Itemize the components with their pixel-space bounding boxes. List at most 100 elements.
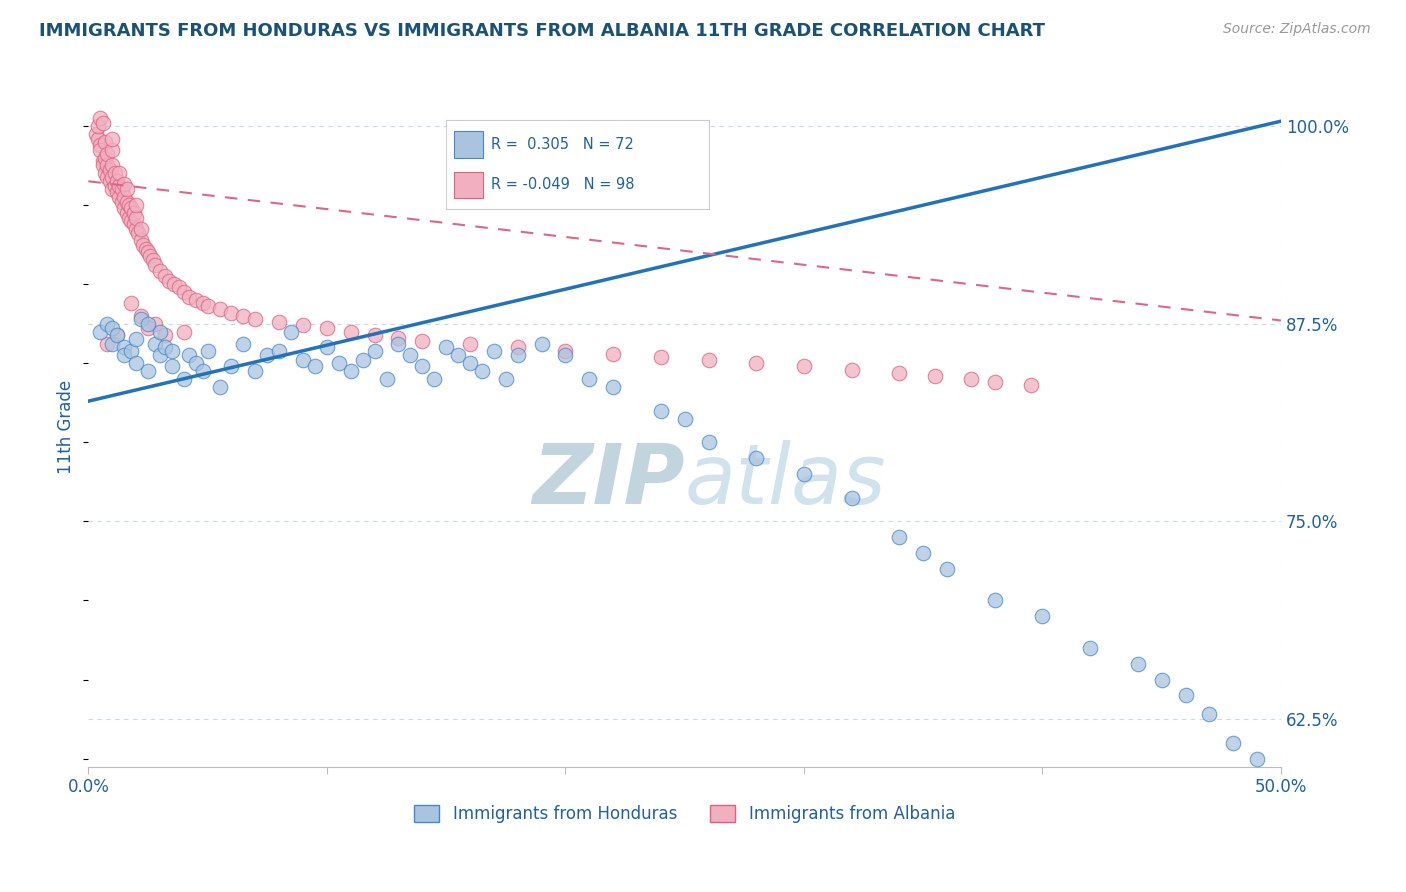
Point: [96, 158, 118, 172]
Point: [458, 356, 481, 370]
Point: [184, 293, 207, 307]
Point: [91, 153, 114, 168]
Point: [1198, 707, 1220, 722]
Point: [101, 131, 124, 145]
Point: [399, 348, 422, 362]
Point: [129, 312, 152, 326]
Point: [125, 198, 148, 212]
Point: [506, 348, 529, 362]
Point: [650, 403, 672, 417]
Point: [125, 356, 148, 370]
Point: [793, 467, 815, 481]
Point: [115, 182, 138, 196]
Point: [101, 169, 124, 184]
Point: [578, 372, 600, 386]
Point: [139, 249, 162, 263]
Point: [111, 194, 134, 209]
Point: [256, 348, 278, 362]
Point: [105, 327, 128, 342]
Point: [411, 334, 433, 348]
Point: [197, 299, 219, 313]
Point: [142, 253, 165, 268]
Point: [87, 131, 110, 145]
Point: [1019, 378, 1042, 392]
Point: [163, 277, 186, 291]
Point: [101, 182, 124, 196]
Point: [96, 317, 118, 331]
Point: [125, 333, 148, 347]
Point: [458, 337, 481, 351]
Point: [104, 166, 127, 180]
Point: [122, 217, 145, 231]
Point: [1174, 689, 1197, 703]
Point: [602, 347, 624, 361]
Y-axis label: 11th Grade: 11th Grade: [58, 379, 75, 474]
Point: [889, 366, 911, 380]
Point: [159, 274, 181, 288]
Point: [115, 194, 138, 209]
Point: [153, 269, 176, 284]
Point: [841, 491, 863, 505]
Point: [89, 143, 111, 157]
Point: [91, 158, 114, 172]
Point: [108, 190, 131, 204]
Point: [1150, 673, 1173, 687]
Point: [132, 237, 155, 252]
Point: [125, 221, 148, 235]
Point: [554, 348, 576, 362]
Point: [315, 321, 337, 335]
Point: [112, 348, 135, 362]
Point: [89, 111, 111, 125]
Point: [129, 221, 152, 235]
Point: [118, 198, 141, 212]
Point: [697, 435, 720, 450]
Point: [160, 343, 183, 358]
Point: [411, 359, 433, 374]
Point: [269, 343, 291, 358]
Point: [101, 143, 124, 157]
Point: [387, 337, 409, 351]
Point: [112, 190, 135, 204]
Point: [120, 201, 142, 215]
Point: [173, 372, 195, 386]
Point: [89, 137, 111, 152]
Point: [292, 353, 315, 368]
Point: [423, 372, 446, 386]
Point: [245, 312, 267, 326]
Point: [96, 169, 118, 184]
Point: [221, 359, 243, 374]
Point: [153, 327, 176, 342]
Point: [112, 201, 135, 215]
Point: [94, 151, 117, 165]
Point: [89, 325, 111, 339]
Text: Source: ZipAtlas.com: Source: ZipAtlas.com: [1223, 22, 1371, 37]
Point: [184, 356, 207, 370]
Point: [105, 174, 128, 188]
Point: [118, 211, 141, 225]
Point: [115, 206, 138, 220]
Point: [94, 166, 117, 180]
Point: [1126, 657, 1149, 671]
Point: [924, 368, 946, 383]
Point: [191, 364, 214, 378]
Point: [912, 546, 935, 560]
Point: [105, 186, 128, 200]
Point: [983, 375, 1005, 389]
Point: [135, 242, 157, 256]
Point: [98, 163, 121, 178]
Point: [304, 359, 326, 374]
Point: [105, 327, 128, 342]
Point: [232, 309, 254, 323]
Point: [143, 337, 166, 351]
Point: [1078, 640, 1101, 655]
Point: [173, 285, 195, 299]
Point: [745, 356, 768, 370]
Point: [471, 364, 494, 378]
Point: [149, 325, 172, 339]
Point: [530, 337, 553, 351]
Point: [1222, 736, 1244, 750]
Point: [339, 325, 361, 339]
Point: [352, 353, 374, 368]
Point: [197, 343, 219, 358]
Point: [495, 372, 517, 386]
